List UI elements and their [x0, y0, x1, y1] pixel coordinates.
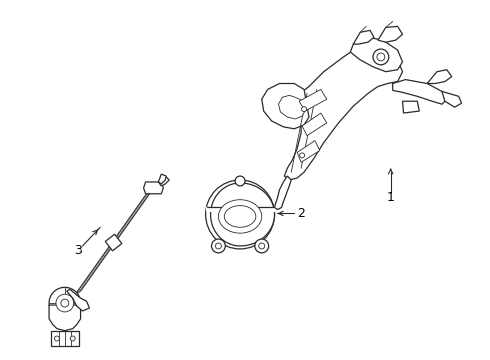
Circle shape: [216, 243, 221, 249]
Circle shape: [255, 239, 269, 253]
Polygon shape: [105, 234, 122, 251]
Circle shape: [259, 243, 265, 249]
Polygon shape: [211, 183, 274, 246]
Polygon shape: [262, 84, 309, 129]
Circle shape: [300, 153, 305, 158]
Circle shape: [70, 336, 75, 341]
Polygon shape: [353, 30, 374, 44]
Polygon shape: [284, 42, 402, 180]
Polygon shape: [427, 70, 452, 84]
Text: 1: 1: [387, 191, 394, 204]
Polygon shape: [274, 176, 291, 210]
Polygon shape: [51, 330, 78, 346]
Polygon shape: [350, 37, 402, 72]
Ellipse shape: [219, 200, 262, 233]
Polygon shape: [49, 305, 80, 330]
Polygon shape: [206, 207, 274, 212]
Circle shape: [212, 239, 225, 253]
Circle shape: [54, 336, 59, 341]
Polygon shape: [297, 141, 320, 162]
Polygon shape: [402, 101, 419, 113]
Circle shape: [377, 53, 385, 61]
Polygon shape: [378, 26, 402, 42]
Circle shape: [49, 287, 80, 319]
Circle shape: [206, 180, 274, 249]
Polygon shape: [158, 174, 166, 184]
Circle shape: [235, 176, 245, 186]
Ellipse shape: [224, 206, 256, 227]
Polygon shape: [278, 95, 306, 119]
Polygon shape: [302, 113, 327, 136]
Circle shape: [61, 299, 69, 307]
Text: 2: 2: [297, 207, 305, 220]
Circle shape: [302, 107, 307, 112]
Polygon shape: [74, 189, 152, 296]
Circle shape: [56, 294, 74, 312]
Polygon shape: [299, 89, 327, 111]
Polygon shape: [67, 289, 90, 311]
Polygon shape: [144, 182, 163, 194]
Polygon shape: [442, 91, 462, 107]
Polygon shape: [158, 176, 169, 186]
Text: 3: 3: [74, 244, 81, 257]
Circle shape: [373, 49, 389, 65]
Polygon shape: [392, 80, 447, 104]
